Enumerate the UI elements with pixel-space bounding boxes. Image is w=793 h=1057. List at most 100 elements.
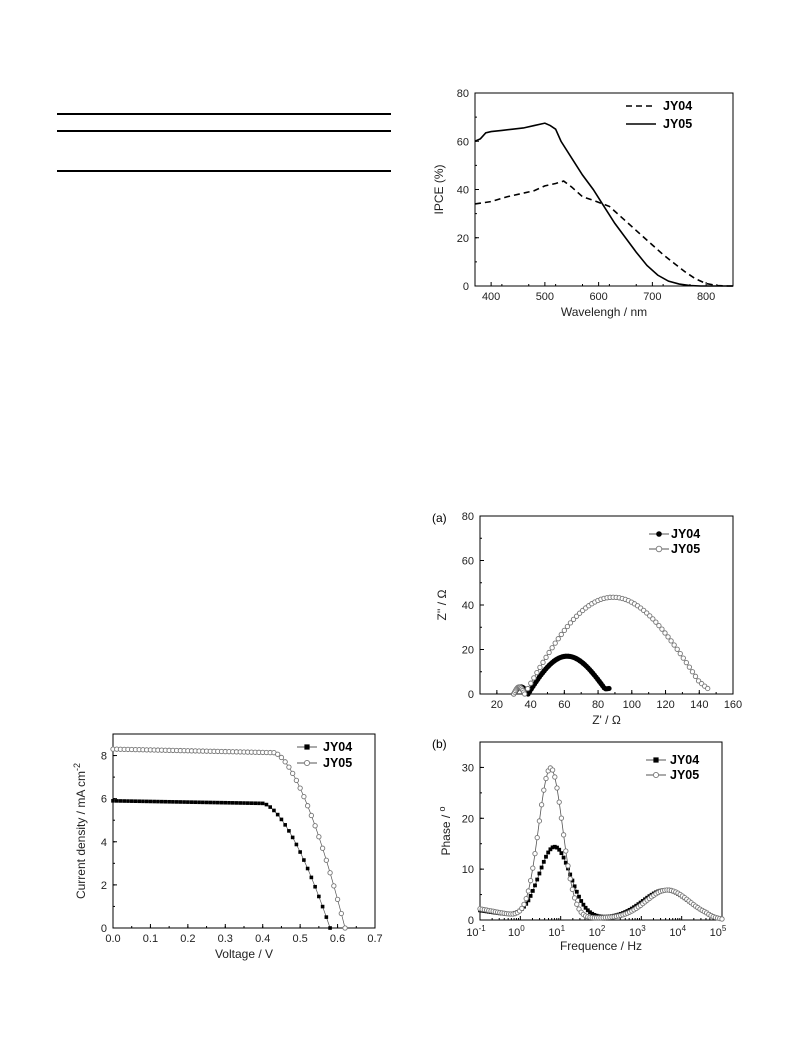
data-point bbox=[320, 904, 325, 909]
data-point bbox=[279, 817, 284, 822]
data-point bbox=[650, 616, 656, 622]
data-point bbox=[581, 902, 586, 907]
x-tick-label: 60 bbox=[558, 699, 570, 711]
data-point bbox=[574, 889, 579, 894]
y-tick-label: 60 bbox=[457, 136, 469, 148]
data-point bbox=[530, 865, 536, 871]
data-point bbox=[573, 613, 580, 619]
data-point bbox=[674, 646, 680, 652]
data-point bbox=[268, 805, 272, 809]
data-point bbox=[317, 894, 321, 899]
data-point bbox=[287, 829, 291, 833]
data-point bbox=[552, 640, 558, 646]
data-point bbox=[319, 845, 326, 851]
panel-label: (a) bbox=[432, 511, 447, 525]
data-point bbox=[662, 630, 668, 636]
legend-marker bbox=[655, 545, 663, 553]
series-jy04 bbox=[478, 844, 724, 921]
y-tick-label: 80 bbox=[462, 511, 474, 523]
data-point bbox=[590, 911, 595, 916]
data-point bbox=[692, 673, 699, 679]
series-line-jy05 bbox=[474, 122, 733, 287]
data-point bbox=[665, 634, 671, 640]
data-point bbox=[114, 799, 119, 803]
data-point bbox=[290, 835, 295, 840]
x-tick-label: 800 bbox=[697, 291, 715, 303]
data-point bbox=[555, 636, 561, 642]
x-tick-label: 80 bbox=[592, 699, 604, 711]
data-point bbox=[328, 926, 332, 930]
data-point bbox=[331, 883, 337, 889]
data-point bbox=[133, 799, 138, 804]
data-point bbox=[544, 854, 548, 859]
data-point bbox=[527, 878, 534, 884]
x-tick-label: 103 bbox=[629, 924, 646, 939]
data-point bbox=[583, 905, 588, 910]
y-tick-label: 80 bbox=[457, 88, 469, 100]
data-point bbox=[557, 847, 562, 852]
data-point bbox=[212, 800, 216, 805]
data-point bbox=[111, 799, 115, 803]
legend-marker bbox=[653, 757, 659, 763]
x-axis-label: Wavelengh / nm bbox=[561, 305, 647, 319]
x-tick-label: 400 bbox=[482, 291, 500, 303]
data-point bbox=[156, 799, 160, 804]
y-tick-label: 0 bbox=[101, 923, 107, 935]
x-tick-label: 500 bbox=[536, 291, 554, 303]
data-point bbox=[216, 800, 220, 805]
y-tick-label: 6 bbox=[101, 794, 107, 806]
y-tick-label: 0 bbox=[468, 689, 474, 701]
data-point bbox=[592, 912, 597, 917]
data-point bbox=[201, 800, 205, 805]
table-rule-top bbox=[57, 113, 391, 115]
x-tick-label: 0.1 bbox=[143, 933, 158, 945]
data-point bbox=[548, 847, 553, 852]
ipce-chart: 0 20 40 60 80 400 500 600 700 800 Wavelengh / nm IP… bbox=[432, 88, 734, 319]
data-point bbox=[257, 801, 261, 806]
data-point bbox=[282, 759, 288, 765]
x-tick-label: 600 bbox=[589, 291, 607, 303]
data-point bbox=[316, 834, 322, 840]
bode-chart: (b) 0 10 20 30 10-1 100 101 102 103 104 105 Frequenc… bbox=[432, 737, 727, 953]
series-line bbox=[112, 748, 346, 929]
data-point bbox=[129, 799, 134, 803]
data-point bbox=[570, 878, 575, 883]
data-point bbox=[309, 875, 314, 880]
x-tick-label: 0.4 bbox=[255, 933, 270, 945]
data-point bbox=[313, 884, 317, 889]
y-tick-label: 20 bbox=[462, 813, 474, 825]
data-point bbox=[525, 888, 532, 894]
data-point bbox=[219, 800, 224, 805]
data-point bbox=[536, 818, 543, 824]
data-point bbox=[305, 866, 310, 871]
data-point bbox=[558, 815, 565, 821]
data-point bbox=[167, 799, 171, 804]
data-point bbox=[541, 787, 547, 793]
data-point bbox=[238, 801, 243, 805]
data-point bbox=[538, 802, 545, 808]
legend-label: JY04 bbox=[670, 753, 699, 767]
data-point bbox=[122, 799, 127, 803]
data-point bbox=[588, 910, 592, 915]
data-point bbox=[522, 691, 528, 697]
data-point bbox=[585, 908, 590, 913]
y-tick-label: 0 bbox=[463, 281, 469, 293]
jv-chart: 0 2 4 6 8 0.0 0.1 0.2 0.3 0.4 0.5 0.6 0.7 Voltage / V… bbox=[72, 733, 383, 961]
data-point bbox=[668, 638, 674, 644]
data-point bbox=[577, 894, 581, 899]
data-point bbox=[324, 915, 329, 919]
data-point bbox=[537, 664, 543, 671]
x-tick-label: 10-1 bbox=[466, 924, 486, 939]
data-point bbox=[264, 802, 269, 807]
x-tick-label: 0.6 bbox=[330, 933, 345, 945]
data-point bbox=[234, 801, 239, 805]
data-point bbox=[567, 876, 573, 882]
data-point bbox=[530, 888, 535, 893]
data-point bbox=[550, 845, 555, 850]
data-point bbox=[539, 865, 544, 870]
legend-label: JY04 bbox=[671, 527, 700, 541]
data-point bbox=[561, 855, 566, 860]
data-point bbox=[283, 823, 287, 827]
data-point bbox=[552, 774, 558, 780]
data-point bbox=[272, 808, 276, 813]
